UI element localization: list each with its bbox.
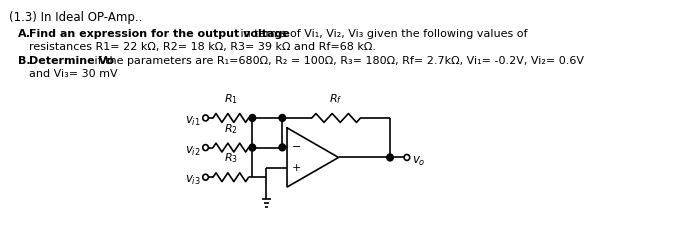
Text: Find an expression for the output voltage: Find an expression for the output voltag… <box>29 29 290 39</box>
Circle shape <box>279 114 286 121</box>
Text: $R_f$: $R_f$ <box>330 92 343 106</box>
Circle shape <box>387 154 393 161</box>
Text: and Vi₃= 30 mV: and Vi₃= 30 mV <box>29 69 118 79</box>
Text: $v_{i2}$: $v_{i2}$ <box>185 145 201 158</box>
Text: $R_1$: $R_1$ <box>224 92 238 106</box>
Text: $R_3$: $R_3$ <box>224 152 238 165</box>
Text: Determine Vo: Determine Vo <box>29 56 115 66</box>
Text: if the parameters are R₁=680Ω, R₂ = 100Ω, R₃= 180Ω, Rf= 2.7kΩ, Vi₁= -0.2V, Vi₂= : if the parameters are R₁=680Ω, R₂ = 100Ω… <box>91 56 584 66</box>
Text: A.: A. <box>18 29 31 39</box>
Text: $v_o$: $v_o$ <box>411 155 425 168</box>
Circle shape <box>249 114 256 121</box>
Text: −: − <box>292 142 301 152</box>
Text: +: + <box>292 163 301 173</box>
Text: $v_{i3}$: $v_{i3}$ <box>185 174 201 187</box>
Text: (1.3) In Ideal OP-Amp..: (1.3) In Ideal OP-Amp.. <box>9 11 142 24</box>
Text: B.: B. <box>18 56 31 66</box>
Text: in terms of Vi₁, Vi₂, Vi₃ given the following values of: in terms of Vi₁, Vi₂, Vi₃ given the foll… <box>237 29 528 39</box>
Text: $v_{i1}$: $v_{i1}$ <box>185 115 201 128</box>
Text: $R_2$: $R_2$ <box>224 122 238 136</box>
Circle shape <box>249 144 256 151</box>
Text: resistances R1= 22 kΩ, R2= 18 kΩ, R3= 39 kΩ and Rf=68 kΩ.: resistances R1= 22 kΩ, R2= 18 kΩ, R3= 39… <box>29 42 377 52</box>
Circle shape <box>279 144 286 151</box>
